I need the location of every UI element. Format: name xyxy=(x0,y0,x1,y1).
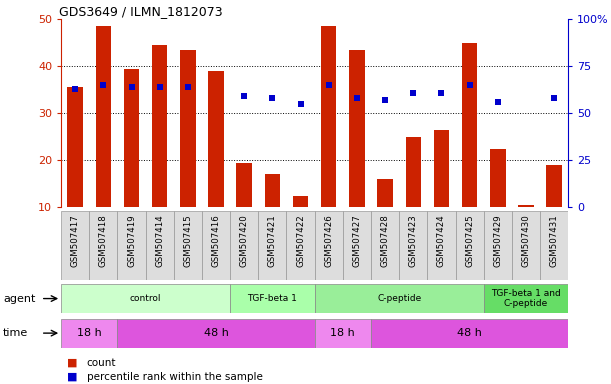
Bar xyxy=(343,211,371,280)
Bar xyxy=(490,149,505,254)
Bar xyxy=(117,319,315,348)
Text: GSM507418: GSM507418 xyxy=(99,214,108,267)
Bar xyxy=(512,211,540,280)
Text: GDS3649 / ILMN_1812073: GDS3649 / ILMN_1812073 xyxy=(59,5,222,18)
Bar xyxy=(67,88,83,254)
Text: GSM507414: GSM507414 xyxy=(155,214,164,267)
Point xyxy=(240,93,249,99)
Bar xyxy=(315,284,484,313)
Point xyxy=(183,84,193,90)
Text: ■: ■ xyxy=(67,358,78,368)
Bar xyxy=(61,284,230,313)
Text: GSM507430: GSM507430 xyxy=(521,214,530,267)
Bar xyxy=(230,211,258,280)
Bar xyxy=(174,211,202,280)
Text: GSM507425: GSM507425 xyxy=(465,214,474,267)
Bar xyxy=(518,205,534,254)
Point xyxy=(465,82,475,88)
Bar xyxy=(378,179,393,254)
Point xyxy=(380,97,390,103)
Bar xyxy=(61,211,89,280)
Text: 48 h: 48 h xyxy=(457,328,482,338)
Bar xyxy=(236,163,252,254)
Bar xyxy=(61,319,117,348)
Text: TGF-beta 1 and
C-peptide: TGF-beta 1 and C-peptide xyxy=(491,289,561,308)
Bar xyxy=(315,319,371,348)
Bar xyxy=(484,284,568,313)
Text: percentile rank within the sample: percentile rank within the sample xyxy=(87,372,263,382)
Text: GSM507417: GSM507417 xyxy=(71,214,79,267)
Text: GSM507428: GSM507428 xyxy=(381,214,390,267)
Point xyxy=(70,86,80,92)
Text: C-peptide: C-peptide xyxy=(377,294,422,303)
Bar xyxy=(349,50,365,254)
Bar xyxy=(371,211,399,280)
Bar xyxy=(180,50,196,254)
Bar xyxy=(117,211,145,280)
Point xyxy=(155,84,164,90)
Bar xyxy=(315,211,343,280)
Text: GSM507419: GSM507419 xyxy=(127,214,136,266)
Bar xyxy=(321,26,337,254)
Point xyxy=(324,82,334,88)
Text: GSM507415: GSM507415 xyxy=(183,214,192,267)
Bar xyxy=(293,195,309,254)
Text: TGF-beta 1: TGF-beta 1 xyxy=(247,294,298,303)
Bar xyxy=(152,45,167,254)
Point xyxy=(436,89,446,96)
Text: 18 h: 18 h xyxy=(331,328,355,338)
Point xyxy=(408,89,418,96)
Text: GSM507416: GSM507416 xyxy=(211,214,221,267)
Bar xyxy=(406,137,421,254)
Bar xyxy=(540,211,568,280)
Text: count: count xyxy=(87,358,116,368)
Bar xyxy=(124,69,139,254)
Bar xyxy=(456,211,484,280)
Bar xyxy=(265,174,280,254)
Text: GSM507426: GSM507426 xyxy=(324,214,333,267)
Bar xyxy=(462,43,477,254)
Text: GSM507420: GSM507420 xyxy=(240,214,249,267)
Text: agent: agent xyxy=(3,293,35,304)
Text: GSM507423: GSM507423 xyxy=(409,214,418,267)
Text: 48 h: 48 h xyxy=(203,328,229,338)
Point xyxy=(268,95,277,101)
Text: GSM507429: GSM507429 xyxy=(493,214,502,266)
Point xyxy=(549,95,559,101)
Point xyxy=(493,99,503,105)
Text: 18 h: 18 h xyxy=(77,328,101,338)
Bar xyxy=(145,211,174,280)
Point xyxy=(296,101,306,107)
Point xyxy=(126,84,136,90)
Text: time: time xyxy=(3,328,28,338)
Text: GSM507421: GSM507421 xyxy=(268,214,277,267)
Bar xyxy=(399,211,427,280)
Bar xyxy=(546,165,562,254)
Bar xyxy=(427,211,456,280)
Bar xyxy=(287,211,315,280)
Text: GSM507422: GSM507422 xyxy=(296,214,305,267)
Bar xyxy=(484,211,512,280)
Text: GSM507431: GSM507431 xyxy=(550,214,558,267)
Bar xyxy=(95,26,111,254)
Text: ■: ■ xyxy=(67,372,78,382)
Point xyxy=(352,95,362,101)
Bar xyxy=(89,211,117,280)
Bar xyxy=(202,211,230,280)
Point xyxy=(98,82,108,88)
Bar xyxy=(434,130,449,254)
Bar xyxy=(208,71,224,254)
Text: GSM507427: GSM507427 xyxy=(353,214,362,267)
Bar xyxy=(371,319,568,348)
Bar xyxy=(258,211,287,280)
Text: GSM507424: GSM507424 xyxy=(437,214,446,267)
Text: control: control xyxy=(130,294,161,303)
Bar xyxy=(230,284,315,313)
